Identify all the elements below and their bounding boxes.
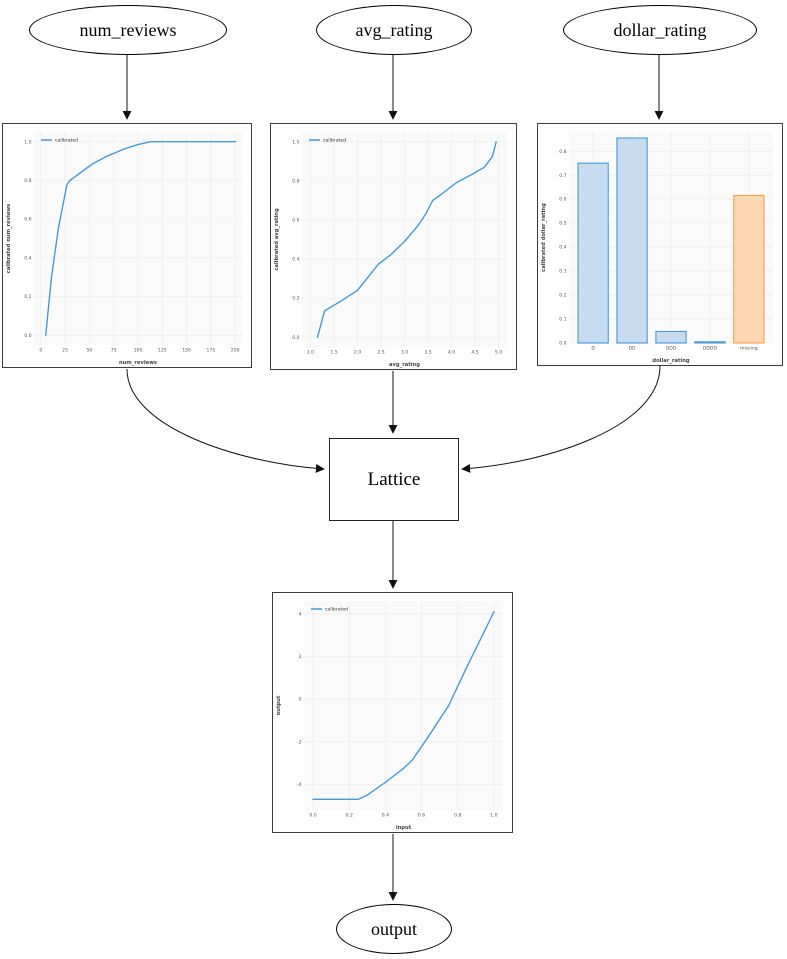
node-lattice: Lattice (329, 438, 459, 521)
svg-text:100: 100 (134, 348, 143, 354)
svg-text:0.7: 0.7 (559, 173, 566, 179)
svg-text:150: 150 (182, 348, 191, 354)
svg-text:0.5: 0.5 (559, 221, 566, 227)
svg-text:125: 125 (158, 348, 167, 354)
node-dollar-rating: dollar_rating (563, 5, 757, 55)
svg-text:0.0: 0.0 (24, 333, 31, 339)
svg-text:0.0: 0.0 (309, 813, 316, 819)
node-output: output (336, 904, 452, 954)
svg-text:0.4: 0.4 (382, 813, 389, 819)
svg-text:0.2: 0.2 (559, 293, 566, 299)
calibration-chart-dollar-rating: D DD DDD DDDD missing0.00.10.20.30.40.50.60.… (541, 132, 773, 364)
svg-text:calibrated avg_rating: calibrated avg_rating (274, 208, 280, 271)
svg-text:calibrated dollar_rating: calibrated dollar_rating (541, 203, 547, 272)
svg-text:1.5: 1.5 (330, 350, 337, 356)
svg-text:0.6: 0.6 (24, 217, 31, 223)
node-num-reviews-label: num_reviews (79, 19, 177, 40)
svg-text:calibrated: calibrated (323, 138, 346, 144)
svg-text:-2: -2 (297, 739, 302, 745)
svg-text:0.0: 0.0 (292, 335, 299, 341)
svg-text:0.8: 0.8 (454, 813, 461, 819)
svg-text:4: 4 (299, 611, 302, 617)
svg-text:calibrated: calibrated (55, 138, 78, 144)
svg-text:avg_rating: avg_rating (389, 362, 420, 368)
svg-text:1.0: 1.0 (490, 813, 497, 819)
calibrator-plot-avg-rating: 1.0 1.5 2.0 2.5 3.0 3.5 4.0 4.5 5.0 0.0 0.2 0.4 0.6 0… (270, 123, 517, 370)
svg-text:1.0: 1.0 (307, 350, 314, 356)
svg-text:calibrated: calibrated (325, 607, 348, 613)
svg-text:0.2: 0.2 (346, 813, 353, 819)
svg-text:0.2: 0.2 (24, 294, 31, 300)
svg-text:DD: DD (629, 346, 637, 352)
node-avg-rating-label: avg_rating (355, 19, 433, 40)
edge-calibrator1-to-lattice (126, 368, 325, 473)
svg-text:missing: missing (740, 346, 758, 352)
svg-text:dollar_rating: dollar_rating (652, 358, 689, 364)
calibrator-plot-num-reviews: 0 25 50 75 100 125 150 175 200 0.0 0.2 0.4 0.6 0.8 1.0… (2, 123, 252, 368)
node-num-reviews: num_reviews (29, 5, 227, 55)
svg-text:5.0: 5.0 (495, 350, 502, 356)
svg-text:0.1: 0.1 (559, 317, 566, 323)
edge-calibrator3-to-lattice (461, 365, 661, 473)
svg-text:0.8: 0.8 (559, 149, 566, 155)
svg-text:0.6: 0.6 (559, 197, 566, 203)
svg-text:0.8: 0.8 (24, 178, 31, 184)
svg-text:1.0: 1.0 (24, 139, 31, 145)
svg-text:0.6: 0.6 (292, 218, 299, 224)
svg-text:2: 2 (299, 654, 302, 660)
calibration-chart-num-reviews: 0 25 50 75 100 125 150 175 200 0.0 0.2 0.4 0.6 0.8 1.0… (6, 132, 242, 366)
svg-text:200: 200 (231, 348, 240, 354)
node-avg-rating: avg_rating (316, 5, 472, 55)
svg-text:3.0: 3.0 (401, 350, 408, 356)
svg-text:D: D (591, 346, 595, 352)
calibrator-plot-dollar-rating: D DD DDD DDDD missing 0.0 0.1 0.2 0.3 0.4 0.5 0.6 0.… (537, 123, 783, 366)
svg-text:DDD: DDD (666, 346, 677, 352)
svg-text:0.4: 0.4 (292, 257, 299, 263)
output-calibrator-plot: 0.0 0.2 0.4 0.6 0.8 1.0 -4 -2 0 2 4 input output cali… (272, 592, 513, 833)
svg-text:DDDD: DDDD (703, 346, 718, 352)
svg-text:4.5: 4.5 (471, 350, 478, 356)
node-output-label: output (370, 918, 417, 939)
svg-text:0.0: 0.0 (559, 341, 566, 347)
svg-text:0.4: 0.4 (24, 255, 31, 261)
svg-text:0.8: 0.8 (292, 178, 299, 184)
svg-text:175: 175 (207, 348, 216, 354)
svg-text:25: 25 (62, 348, 68, 354)
svg-text:input: input (396, 825, 412, 831)
svg-text:output: output (276, 695, 282, 715)
calibration-chart-avg-rating: 1.0 1.5 2.0 2.5 3.0 3.5 4.0 4.5 5.0 0.0 0.2 0.4 0.6 0… (274, 132, 507, 368)
svg-text:1.0: 1.0 (292, 139, 299, 145)
svg-text:-4: -4 (297, 782, 302, 788)
svg-text:0.6: 0.6 (418, 813, 425, 819)
svg-text:75: 75 (111, 348, 117, 354)
svg-text:2.5: 2.5 (377, 350, 384, 356)
svg-text:calibrated num_reviews: calibrated num_reviews (6, 204, 12, 273)
svg-text:0: 0 (299, 697, 302, 703)
svg-text:2.0: 2.0 (354, 350, 361, 356)
svg-text:3.5: 3.5 (424, 350, 431, 356)
svg-text:4.0: 4.0 (448, 350, 455, 356)
svg-text:0: 0 (39, 348, 42, 354)
node-dollar-rating-label: dollar_rating (613, 19, 707, 40)
svg-text:0.3: 0.3 (559, 269, 566, 275)
node-lattice-label: Lattice (367, 468, 421, 490)
svg-text:num_reviews: num_reviews (119, 360, 157, 366)
output-calibration-chart: 0.0 0.2 0.4 0.6 0.8 1.0 -4 -2 0 2 4 input output cali… (276, 601, 503, 831)
svg-text:0.4: 0.4 (559, 245, 566, 251)
svg-text:50: 50 (86, 348, 92, 354)
svg-text:0.2: 0.2 (292, 296, 299, 302)
